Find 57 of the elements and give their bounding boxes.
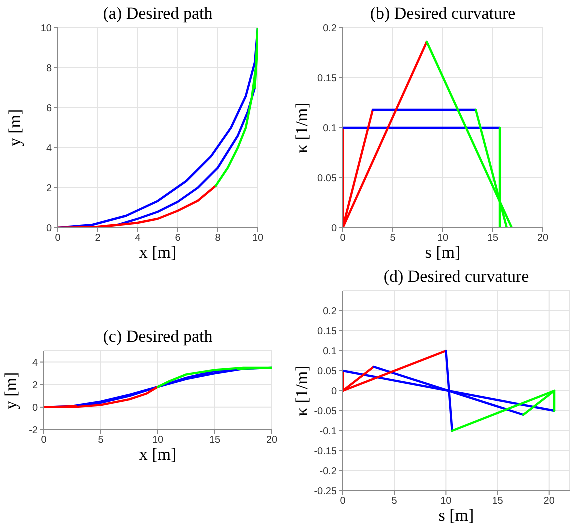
x-tick-label: 5 — [392, 496, 398, 508]
x-tick-label: 10 — [152, 435, 164, 446]
x-tick-label: 10 — [437, 233, 449, 244]
chart-title: (d) Desired curvature — [382, 267, 530, 287]
y-tick-label: 0.2 — [323, 24, 338, 35]
y-tick-label: -0.1 — [320, 426, 338, 438]
x-tick-label: 20 — [537, 233, 549, 244]
x-tick-label: 0 — [55, 233, 62, 244]
chart-title: (a) Desired path — [102, 4, 214, 24]
x-tick-label: 5 — [98, 435, 104, 446]
x-axis-title: x [m] — [138, 445, 178, 465]
y-tick-label: 0 — [32, 402, 38, 414]
y-tick-label: 4 — [32, 358, 38, 369]
y-axis-title: κ [1/m] — [292, 366, 312, 416]
y-tick-label: 10 — [40, 24, 52, 35]
y-tick-label: 0.15 — [318, 326, 338, 338]
x-tick-label: 5 — [390, 233, 396, 244]
x-tick-label: 20 — [544, 496, 556, 508]
y-tick-label: 0.1 — [323, 124, 338, 135]
y-tick-label: 0 — [331, 386, 338, 398]
y-tick-label: 0 — [331, 224, 338, 235]
y-tick-label: 0 — [46, 224, 52, 235]
x-tick-label: 6 — [175, 233, 182, 244]
x-tick-label: 2 — [95, 233, 102, 244]
y-axis-title: κ [1/m] — [292, 102, 312, 154]
x-axis-title: s [m] — [438, 506, 476, 526]
x-tick-label: 0 — [340, 496, 346, 508]
chart-title: (b) Desired curvature — [369, 4, 517, 24]
chart-title: (c) Desired path — [102, 327, 214, 347]
y-tick-label: 0.2 — [323, 306, 338, 318]
y-tick-label: -2 — [29, 426, 38, 437]
y-tick-label: -0.25 — [314, 486, 338, 498]
y-axis-title: y [m] — [6, 109, 26, 147]
x-axis-title: x [m] — [138, 243, 178, 263]
y-axis-title: y [m] — [2, 372, 22, 410]
x-tick-label: 10 — [440, 496, 452, 508]
y-tick-label: 6 — [46, 104, 52, 115]
y-tick-label: -0.2 — [320, 466, 338, 478]
y-tick-label: -0.05 — [314, 406, 338, 418]
y-tick-label: -0.15 — [314, 446, 338, 458]
y-tick-label: 2 — [46, 184, 52, 195]
y-tick-label: 0.05 — [318, 366, 338, 378]
y-tick-label: 0.05 — [318, 174, 338, 185]
x-tick-label: 15 — [487, 233, 499, 244]
y-tick-label: 0.15 — [318, 74, 338, 85]
x-tick-label: 0 — [340, 233, 346, 244]
x-tick-label: 15 — [209, 435, 221, 446]
y-tick-label: 8 — [46, 64, 52, 75]
x-tick-label: 4 — [135, 233, 142, 244]
x-axis-title: s [m] — [424, 243, 462, 263]
x-tick-label: 8 — [215, 233, 222, 244]
y-tick-label: 2 — [32, 380, 38, 392]
x-tick-label: 10 — [252, 233, 264, 244]
y-tick-label: 4 — [46, 144, 52, 155]
x-tick-label: 20 — [266, 435, 278, 446]
y-tick-label: 0.1 — [323, 346, 338, 358]
x-tick-label: 15 — [492, 496, 504, 508]
